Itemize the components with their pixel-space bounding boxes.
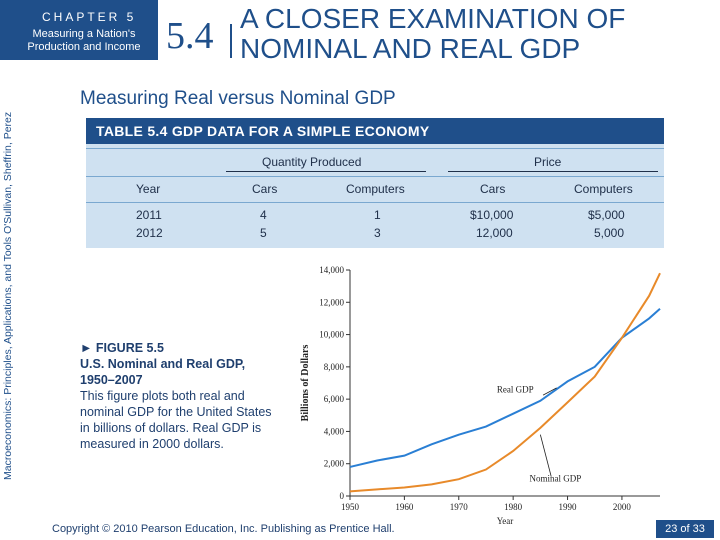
- x-tick-label: 1970: [450, 502, 469, 512]
- cell-year: 2011: [136, 208, 162, 222]
- side-credit: Macroeconomics: Principles, Applications…: [2, 111, 14, 480]
- cell-cars-price: 12,000: [476, 226, 513, 240]
- section-title: A CLOSER EXAMINATION OF NOMINAL AND REAL…: [240, 3, 626, 64]
- cell-cars-price: $10,000: [470, 208, 514, 222]
- y-axis-label: Billions of Dollars: [300, 345, 311, 422]
- x-tick-label: 1980: [504, 502, 523, 512]
- copyright: Copyright © 2010 Pearson Education, Inc.…: [52, 523, 395, 535]
- col-header-cars-price: Cars: [480, 182, 506, 196]
- gdp-table: TABLE 5.4 GDP DATA FOR A SIMPLE ECONOMY …: [86, 118, 664, 248]
- col-header-cars-qty: Cars: [252, 182, 278, 196]
- x-tick-label: 1990: [559, 502, 578, 512]
- annotation-real-gdp-pointer: [542, 387, 557, 396]
- annotation-real-gdp: Real GDP: [497, 385, 534, 395]
- section-divider: [230, 24, 232, 58]
- y-tick-label: 2,000: [324, 459, 345, 469]
- chapter-label: CHAPTER 5: [42, 10, 137, 24]
- x-axis-label: Year: [497, 516, 514, 526]
- subheading: Measuring Real versus Nominal GDP: [80, 88, 396, 109]
- y-tick-label: 14,000: [319, 265, 344, 275]
- figure-description: This figure plots both real and nominal …: [80, 389, 272, 451]
- cell-computers-price: $5,000: [588, 208, 625, 222]
- col-header-computers-price: Computers: [574, 182, 633, 196]
- group-underline-price: [448, 171, 658, 172]
- chapter-banner: CHAPTER 5 Measuring a Nation's Productio…: [0, 0, 158, 60]
- section-number: 5.4: [166, 15, 214, 57]
- figure-title: ► FIGURE 5.5: [80, 341, 164, 355]
- y-tick-label: 8,000: [324, 362, 345, 372]
- cell-year: 2012: [136, 226, 163, 240]
- y-tick-label: 4,000: [324, 426, 345, 436]
- y-tick-label: 12,000: [319, 297, 344, 307]
- cell-cars-qty: 4: [260, 208, 267, 222]
- y-tick-label: 0: [340, 491, 345, 501]
- group-underline-quantity: [226, 171, 426, 172]
- chapter-subtitle: Measuring a Nation's Production and Inco…: [27, 28, 141, 53]
- table-rule: [86, 148, 664, 149]
- table-rule: [86, 176, 664, 177]
- gdp-line-chart: 0 2,000 4,000 6,000 8,000 10,000 12,000 14,000 1…: [300, 265, 661, 526]
- figure-subtitle: U.S. Nominal and Real GDP, 1950–2007: [80, 357, 246, 387]
- page-number: 23 of 33: [656, 520, 714, 538]
- annotation-nominal-gdp: Nominal GDP: [529, 473, 581, 483]
- nominal-gdp-line: [349, 272, 661, 493]
- x-tick-label: 1950: [341, 502, 360, 512]
- cell-computers-qty: 3: [374, 226, 381, 240]
- x-tick-label: 2000: [613, 502, 632, 512]
- cell-cars-qty: 5: [260, 226, 267, 240]
- x-tick-label: 1960: [395, 502, 414, 512]
- annotation-nominal-gdp-pointer: [539, 434, 552, 477]
- y-tick-label: 6,000: [324, 394, 345, 404]
- table-rule: [86, 202, 664, 203]
- col-header-computers-qty: Computers: [346, 182, 405, 196]
- col-header-year: Year: [136, 182, 161, 196]
- y-tick-label: 10,000: [319, 330, 344, 340]
- table-title: TABLE 5.4 GDP DATA FOR A SIMPLE ECONOMY: [86, 118, 664, 144]
- group-header-quantity: Quantity Produced: [262, 155, 362, 169]
- cell-computers-qty: 1: [374, 208, 381, 222]
- figure-caption: ► FIGURE 5.5 U.S. Nominal and Real GDP, …: [80, 340, 278, 452]
- cell-computers-price: 5,000: [594, 226, 625, 240]
- group-header-price: Price: [534, 155, 562, 169]
